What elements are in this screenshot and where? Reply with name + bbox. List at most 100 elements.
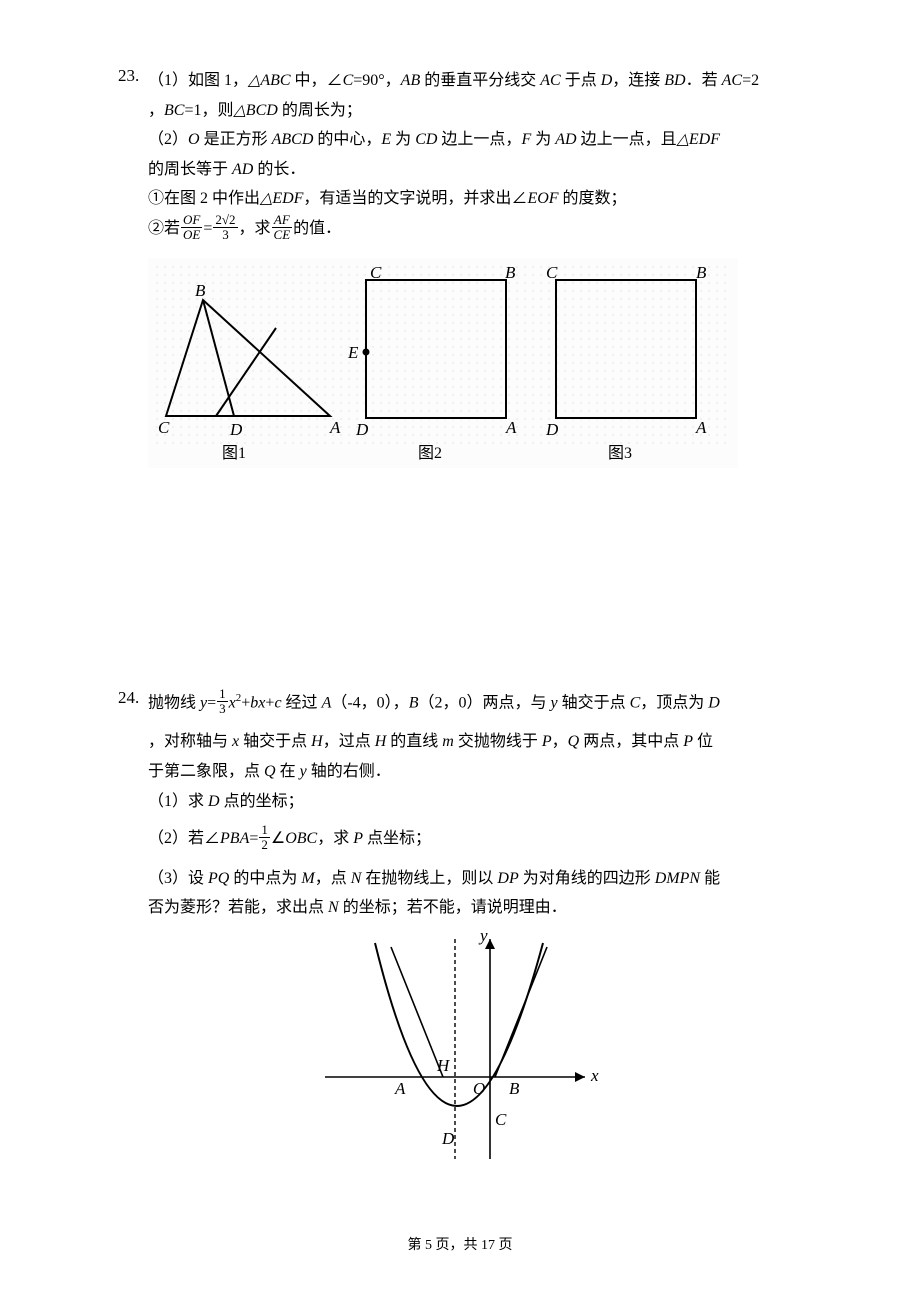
sym: bx [250,694,265,711]
numerator: AF [272,213,293,228]
sym: BD [664,72,685,89]
text: （-4，0）， [331,694,408,711]
text: =2 [742,72,759,89]
fraction-2rt2-3: 2√23 [213,213,237,241]
text: 在 [276,763,300,780]
svg-text:A: A [695,418,707,437]
text: 经过 [282,694,322,711]
numerator: 1 [217,687,228,702]
text: 能 [700,870,720,887]
problem-24-line4: （1）求 D 点的坐标； [118,787,802,817]
text: ∠ [271,830,285,847]
text: 是正方形 [200,131,272,148]
text: ， [552,733,568,750]
svg-text:B: B [696,263,707,282]
text: ①在图 2 中作出 [148,190,260,207]
footer-page: 5 [425,1238,432,1253]
sym: A [322,694,332,711]
svg-text:H: H [436,1056,451,1075]
svg-text:O: O [473,1079,485,1098]
footer-text: 第 [408,1238,426,1253]
sym: △EDF [677,131,720,148]
sym: D [208,793,220,810]
fraction-1-2: 12 [259,823,270,851]
sym: x [229,694,236,711]
svg-text:E: E [347,343,359,362]
sym: P [683,733,693,750]
sym: AC [540,72,560,89]
sym: N [328,899,339,916]
sym: B [409,694,419,711]
sym: △ABC [248,72,291,89]
numerator: OF [181,213,202,228]
text: 点的坐标； [220,793,304,810]
text: 交抛物线于 [454,733,542,750]
sym: P [353,830,363,847]
problem-24-line7: 否为菱形？若能，求出点 N 的坐标；若不能，请说明理由． [118,893,802,923]
sym: y [550,694,557,711]
text: 的周长等于 [148,161,232,178]
svg-text:C: C [158,418,170,437]
text: ，对称轴与 [148,733,232,750]
text: 为 [391,131,415,148]
text: 的长． [253,161,305,178]
svg-text:B: B [509,1079,520,1098]
problem-number-24: 24. [118,688,148,708]
text: 为 [531,131,555,148]
sym: = [207,694,216,711]
sym: O [188,131,200,148]
sym: M [301,870,314,887]
sym: C [630,694,641,711]
problem-24-line2: ，对称轴与 x 轴交于点 H，过点 H 的直线 m 交抛物线于 P，Q 两点，其… [118,727,802,757]
text: ．若 [686,72,722,89]
sym: AB [401,72,421,89]
sym: Q [568,733,580,750]
sym: DP [497,870,518,887]
problem-23-line6: ②若OFOE=2√23，求AFCE的值． [118,214,802,244]
sym: y [300,763,307,780]
svg-text:D: D [545,420,559,439]
text: ，求 [239,220,271,237]
figure-23: B C D A 图1 C B E D A 图2 C [148,258,738,468]
problem-23-line4: 的周长等于 AD 的长． [118,155,802,185]
footer-text: 页 [495,1238,513,1253]
problem-24-line3: 于第二象限，点 Q 在 y 轴的右侧． [118,757,802,787]
figure-24: y x H A O B D C [295,929,625,1179]
text: （2，0）两点，与 [418,694,550,711]
text: 中，∠ [291,72,343,89]
footer-total: 17 [481,1238,495,1253]
text: ，过点 [323,733,375,750]
text: 位 [693,733,713,750]
svg-text:B: B [505,263,516,282]
text: 轴的右侧． [307,763,391,780]
text: （1）如图 1， [148,72,248,89]
sym: OBC [285,830,317,847]
problem-23-line3: （2）O 是正方形 ABCD 的中心，E 为 CD 边上一点，F 为 AD 边上… [118,125,802,155]
numerator: 2√2 [213,213,237,228]
text: 为对角线的四边形 [519,870,655,887]
page-footer: 第 5 页，共 17 页 [0,1234,920,1254]
sym: N [351,870,362,887]
text: 的值． [293,220,341,237]
sym: + [241,694,250,711]
text: （2） [148,131,188,148]
sym: EOF [527,190,558,207]
sym: c [274,694,281,711]
sym: DMPN [655,870,700,887]
text: ，顶点为 [640,694,708,711]
sym: AC [722,72,742,89]
sym: Q [264,763,276,780]
svg-text:A: A [394,1079,406,1098]
svg-text:C: C [495,1110,507,1129]
text: 于第二象限，点 [148,763,264,780]
text: 的中点为 [229,870,301,887]
sym: ABCD [272,131,314,148]
problem-23-line2: ，BC=1，则△BCD 的周长为； [118,96,802,126]
text: 的垂直平分线交 [420,72,540,89]
svg-text:图2: 图2 [418,445,442,462]
sym: P [542,733,552,750]
problem-24-line5: （2）若∠PBA=12∠OBC，求 P 点坐标； [118,824,802,854]
text: ， [148,102,164,119]
sym: C [343,72,354,89]
text: ，连接 [612,72,664,89]
